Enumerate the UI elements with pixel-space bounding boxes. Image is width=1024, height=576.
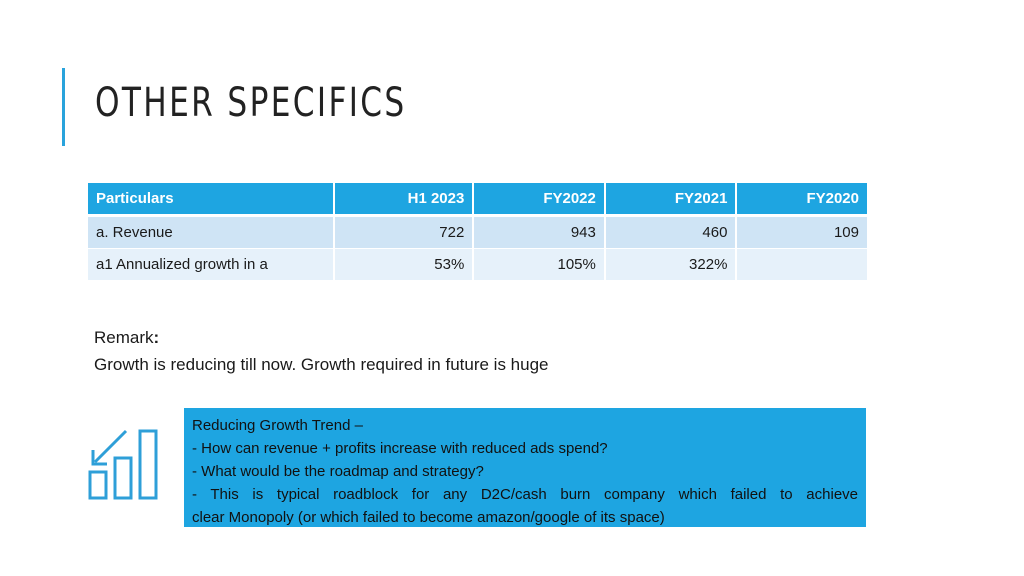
specifics-table: Particulars H1 2023 FY2022 FY2021 FY2020…	[88, 183, 867, 281]
table-cell: a. Revenue	[88, 217, 333, 249]
callout-point: - This is typical roadblock for any D2C/…	[192, 486, 858, 503]
table-row-growth: a1 Annualized growth in a 53% 105% 322%	[88, 249, 867, 281]
callout-heading: Reducing Growth Trend –	[192, 417, 363, 434]
header-fy2022: FY2022	[472, 183, 604, 217]
remark-colon: :	[153, 328, 160, 347]
callout-point: - What would be the roadmap and strategy…	[192, 463, 484, 480]
header-h1-2023: H1 2023	[333, 183, 473, 217]
remark-block: Remark: Growth is reducing till now. Gro…	[94, 324, 549, 378]
title-accent-bar	[62, 68, 65, 146]
table-cell: 322%	[603, 249, 736, 281]
table-cell: a1 Annualized growth in a	[88, 249, 333, 281]
table-cell: 109	[735, 217, 867, 249]
header-fy2020: FY2020	[735, 183, 867, 217]
header-particulars: Particulars	[88, 183, 333, 217]
remark-label: Remark	[94, 328, 154, 347]
declining-bar-chart-icon	[88, 429, 158, 500]
table-cell: 105%	[472, 249, 604, 281]
growth-trend-callout: Reducing Growth Trend – - How can revenu…	[184, 408, 866, 527]
header-fy2021: FY2021	[603, 183, 736, 217]
table-cell: 722	[333, 217, 473, 249]
table-row-revenue: a. Revenue 722 943 460 109	[88, 217, 867, 249]
table-cell: 53%	[333, 249, 473, 281]
callout-point: - How can revenue + profits increase wit…	[192, 440, 608, 457]
table-cell	[735, 249, 867, 281]
remark-heading: Remark:	[94, 324, 549, 351]
callout-point-continued: clear Monopoly (or which failed to becom…	[192, 509, 665, 526]
remark-text: Growth is reducing till now. Growth requ…	[94, 355, 549, 374]
slide-title: OTHER SPECIFICS	[95, 80, 407, 126]
table-header-row: Particulars H1 2023 FY2022 FY2021 FY2020	[88, 183, 867, 217]
table-cell: 943	[472, 217, 604, 249]
table-cell: 460	[603, 217, 736, 249]
